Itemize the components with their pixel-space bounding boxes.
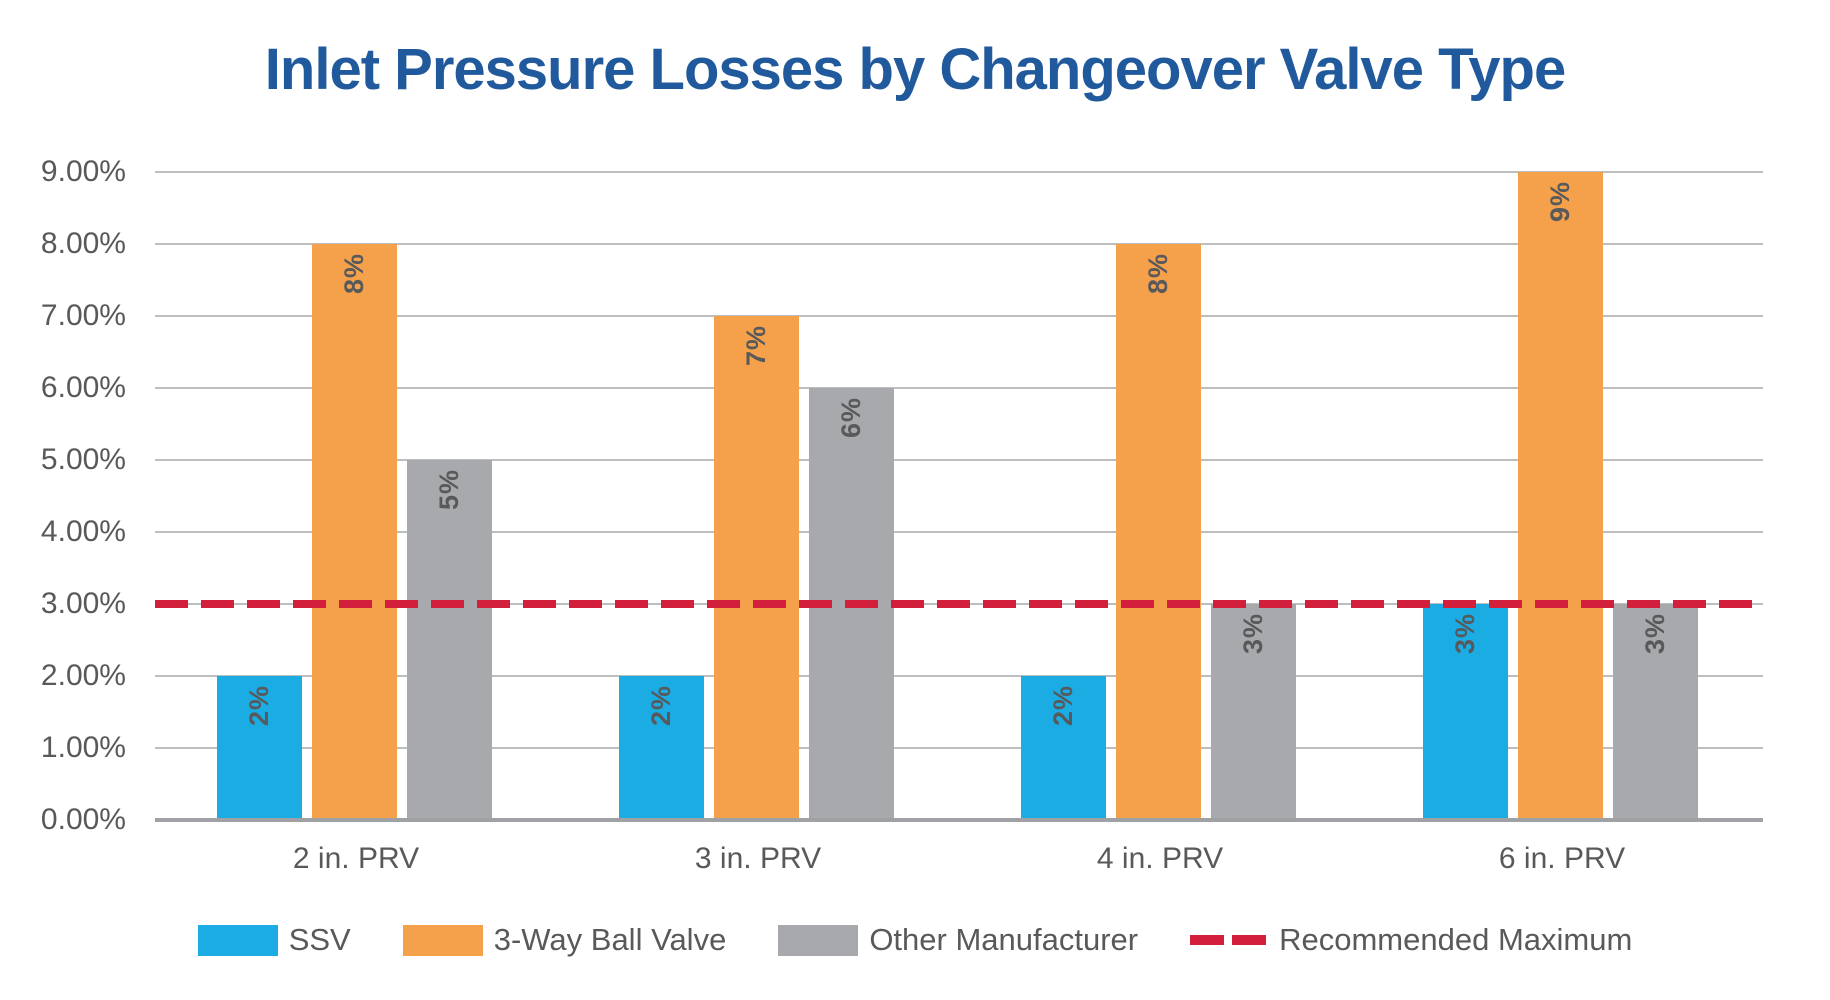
legend-label: Other Manufacturer (869, 922, 1139, 957)
bar-value-label: 2% (646, 685, 676, 727)
y-axis-tick-label: 5.00% (40, 443, 126, 476)
bar-other-manufacturer-4-in-prv: 3% (1211, 604, 1296, 820)
y-axis-tick-label: 4.00% (40, 515, 126, 548)
legend-label: SSV (288, 922, 351, 957)
bar-value-label: 5% (434, 469, 464, 511)
y-axis-tick-label: 0.00% (40, 803, 126, 836)
bar-label-wrap: 3% (1211, 613, 1296, 654)
legend-swatch-icon (197, 924, 278, 956)
legend-item-3-way-ball-valve: 3-Way Ball Valve (402, 922, 727, 958)
gridline (155, 747, 1763, 749)
bar-label-wrap: 7% (714, 325, 799, 366)
legend-dashed-line-icon (1190, 935, 1269, 945)
legend-label: Recommended Maximum (1279, 922, 1633, 957)
y-axis-tick-label: 8.00% (40, 227, 126, 260)
bar-value-label: 3% (1450, 613, 1480, 655)
y-axis-tick-label: 7.00% (40, 299, 126, 332)
y-axis-tick-label: 1.00% (40, 731, 126, 764)
bar-other-manufacturer-6-in-prv: 3% (1613, 604, 1698, 820)
bar-ssv-4-in-prv: 2% (1021, 676, 1106, 820)
plot-area: 2% 8% 5% 2% 7% 6% 2% 8% 3% 3% 9% 3% (155, 171, 1763, 822)
gridline (155, 171, 1763, 173)
bar-value-label: 6% (836, 397, 866, 439)
bar-3-way-ball-valve-2-in-prv: 8% (312, 244, 397, 820)
gridline (155, 387, 1763, 389)
y-axis-tick-label: 9.00% (40, 155, 126, 188)
legend-item-other-manufacturer: Other Manufacturer (778, 922, 1138, 958)
bar-value-label: 2% (244, 685, 274, 727)
bar-label-wrap: 2% (217, 685, 302, 726)
reference-line-recommended-maximum (155, 600, 1763, 608)
bar-label-wrap: 5% (407, 469, 492, 510)
x-axis-line (155, 818, 1763, 822)
y-axis-tick-label: 2.00% (40, 659, 126, 692)
bar-value-label: 8% (339, 253, 369, 295)
bar-3-way-ball-valve-4-in-prv: 8% (1116, 244, 1201, 820)
bar-label-wrap: 2% (1021, 685, 1106, 726)
bar-value-label: 3% (1238, 613, 1268, 655)
x-axis-category-label: 4 in. PRV (1096, 842, 1224, 875)
bar-label-wrap: 2% (619, 685, 704, 726)
y-axis-tick-label: 3.00% (40, 587, 126, 620)
bar-label-wrap: 3% (1613, 613, 1698, 654)
gridline (155, 531, 1763, 533)
bar-other-manufacturer-2-in-prv: 5% (407, 460, 492, 820)
gridline (155, 459, 1763, 461)
bar-value-label: 2% (1048, 685, 1078, 727)
bar-ssv-6-in-prv: 3% (1423, 604, 1508, 820)
legend-swatch-icon (402, 924, 483, 956)
gridline (155, 315, 1763, 317)
bar-label-wrap: 6% (809, 397, 894, 438)
bar-label-wrap: 8% (312, 253, 397, 294)
bar-value-label: 8% (1143, 253, 1173, 295)
x-axis-category-label: 6 in. PRV (1498, 842, 1626, 875)
legend-swatch-icon (778, 924, 859, 956)
bar-ssv-3-in-prv: 2% (619, 676, 704, 820)
gridline (155, 243, 1763, 245)
bar-label-wrap: 3% (1423, 613, 1508, 654)
legend-item-recommended-maximum: Recommended Maximum (1190, 922, 1632, 958)
bar-3-way-ball-valve-6-in-prv: 9% (1518, 172, 1603, 820)
legend-label: 3-Way Ball Valve (493, 922, 727, 957)
bar-label-wrap: 9% (1518, 181, 1603, 222)
bar-value-label: 3% (1640, 613, 1670, 655)
gridline (155, 675, 1763, 677)
bar-value-label: 9% (1545, 181, 1575, 223)
x-axis-category-label: 2 in. PRV (292, 842, 420, 875)
bar-ssv-2-in-prv: 2% (217, 676, 302, 820)
bar-value-label: 7% (741, 325, 771, 367)
y-axis-tick-label: 6.00% (40, 371, 126, 404)
x-axis-category-label: 3 in. PRV (694, 842, 822, 875)
legend-item-ssv: SSV (197, 922, 351, 958)
chart-title: Inlet Pressure Losses by Changeover Valv… (264, 37, 1566, 102)
bar-3-way-ball-valve-3-in-prv: 7% (714, 316, 799, 820)
legend: SSV 3-Way Ball Valve Other Manufacturer Rec… (0, 922, 1830, 958)
bar-label-wrap: 8% (1116, 253, 1201, 294)
